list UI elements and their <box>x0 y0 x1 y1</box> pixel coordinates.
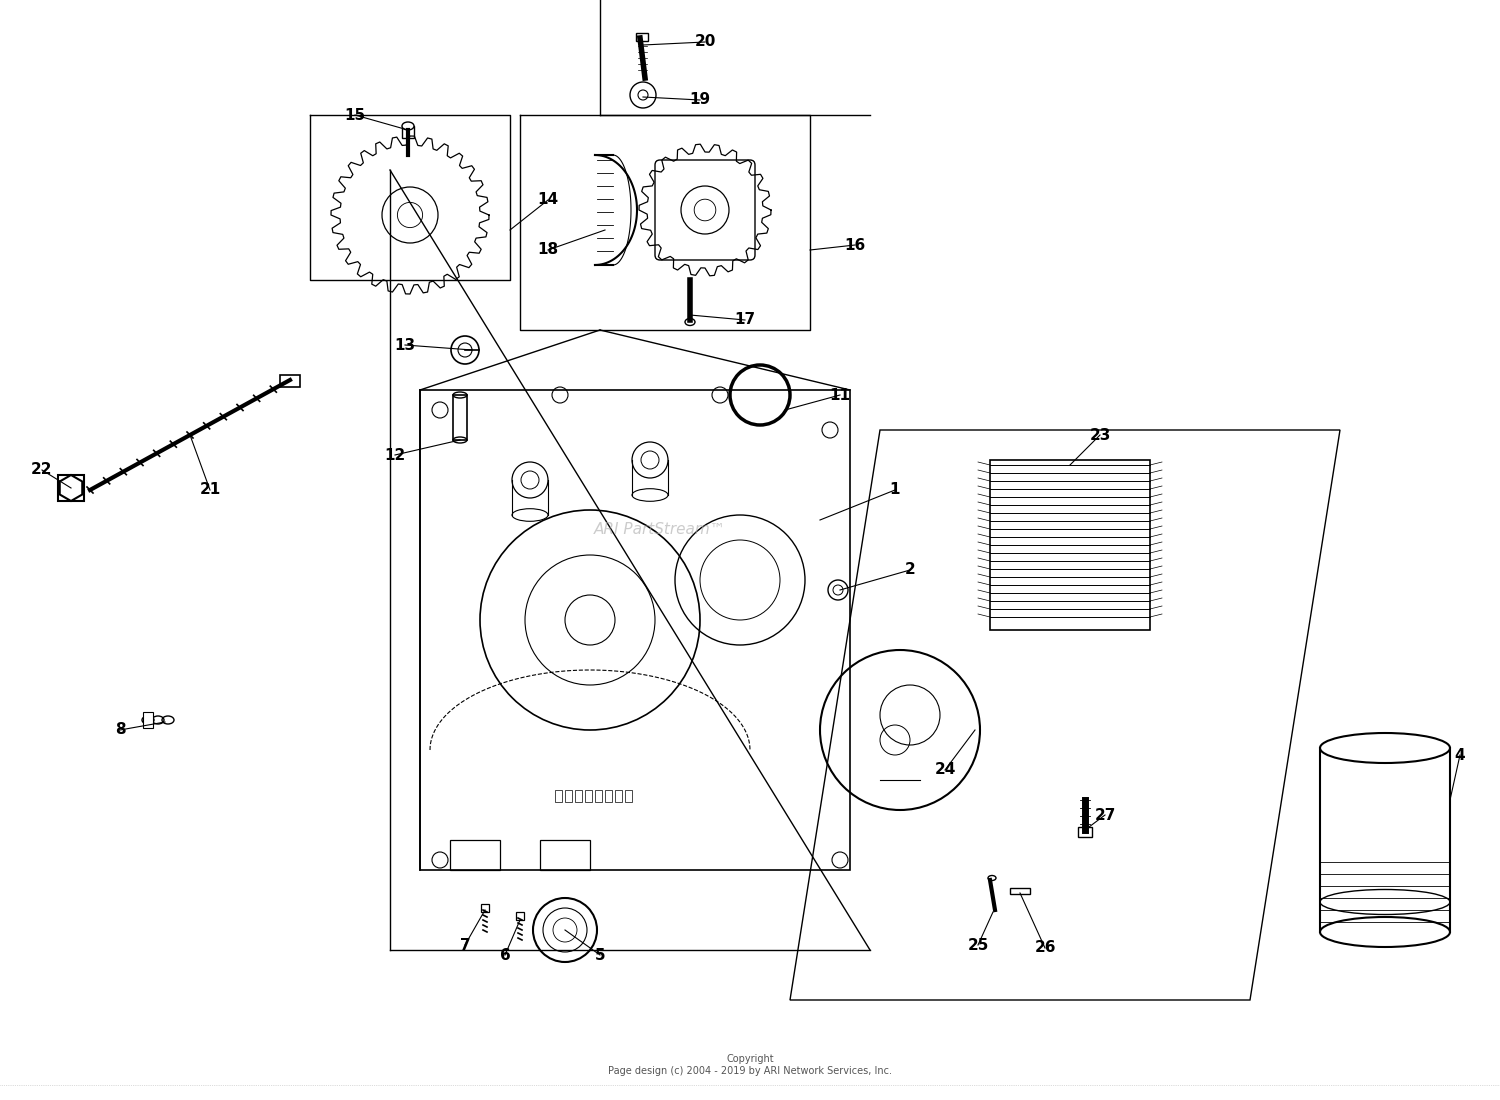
Text: 16: 16 <box>844 238 865 253</box>
Text: 27: 27 <box>1095 807 1116 823</box>
Bar <box>636 33 648 41</box>
Text: ARI PartStream™: ARI PartStream™ <box>594 522 726 538</box>
Text: 12: 12 <box>384 448 405 462</box>
Bar <box>585 790 592 802</box>
Text: 24: 24 <box>934 762 956 778</box>
Text: Copyright
Page design (c) 2004 - 2019 by ARI Network Services, Inc.: Copyright Page design (c) 2004 - 2019 by… <box>608 1054 892 1076</box>
Circle shape <box>833 585 843 595</box>
Text: 23: 23 <box>1089 428 1110 442</box>
Bar <box>574 790 582 802</box>
Bar <box>280 375 300 387</box>
Bar <box>990 460 1150 630</box>
Text: 25: 25 <box>968 937 988 953</box>
Text: 2: 2 <box>904 562 915 578</box>
Text: 21: 21 <box>200 483 220 497</box>
Text: 13: 13 <box>394 338 416 352</box>
Text: 8: 8 <box>114 723 126 737</box>
Text: 15: 15 <box>345 108 366 122</box>
Text: 19: 19 <box>690 92 711 108</box>
Text: 17: 17 <box>735 312 756 328</box>
Bar <box>626 790 632 802</box>
Bar <box>58 475 84 500</box>
Polygon shape <box>60 475 82 500</box>
Text: 1: 1 <box>890 483 900 497</box>
Text: 18: 18 <box>537 242 558 257</box>
Text: 4: 4 <box>1455 748 1466 762</box>
Text: 22: 22 <box>32 462 53 477</box>
Text: 6: 6 <box>500 947 510 962</box>
Ellipse shape <box>402 122 414 130</box>
Text: 5: 5 <box>594 947 606 962</box>
Text: 7: 7 <box>459 937 471 953</box>
Bar <box>1010 888 1031 894</box>
Text: 11: 11 <box>830 387 850 403</box>
Text: 20: 20 <box>694 34 715 50</box>
Bar <box>540 840 590 870</box>
Bar <box>566 790 572 802</box>
Bar <box>555 790 562 802</box>
Bar <box>604 790 612 802</box>
Bar <box>453 395 466 440</box>
Bar <box>142 712 153 728</box>
Bar <box>516 912 524 920</box>
Text: 26: 26 <box>1035 940 1056 956</box>
Bar <box>402 126 414 138</box>
Ellipse shape <box>686 319 694 326</box>
Bar <box>482 904 489 912</box>
Bar <box>1078 827 1092 837</box>
Bar <box>615 790 622 802</box>
Bar <box>596 790 602 802</box>
Bar <box>450 840 500 870</box>
Text: 14: 14 <box>537 192 558 208</box>
